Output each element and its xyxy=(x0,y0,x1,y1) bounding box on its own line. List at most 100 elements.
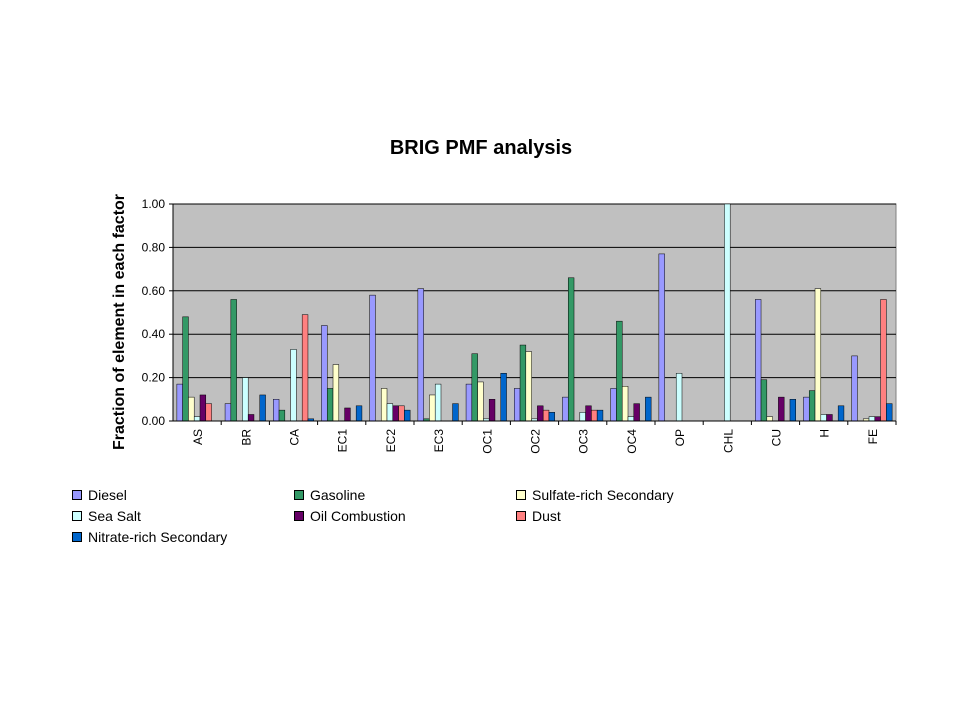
bar-ec1-nitrate-rich-secondary xyxy=(355,405,363,422)
bar-h-gasoline xyxy=(808,390,816,422)
bar-oc2-dust xyxy=(542,409,550,422)
legend-item: Oil Combustion xyxy=(294,507,516,525)
y-axis-label: Fraction of element in each factor xyxy=(111,194,128,450)
legend-swatch xyxy=(516,490,526,500)
bar-ec1-sulfate-rich-secondary xyxy=(332,364,340,422)
bar-as-sea-salt xyxy=(193,416,201,422)
legend-swatch xyxy=(72,511,82,521)
legend-label: Diesel xyxy=(88,487,127,503)
x-tick-label: OP xyxy=(673,429,687,446)
legend-label: Gasoline xyxy=(310,487,366,503)
bar-ec3-sea-salt xyxy=(434,383,442,422)
legend-item: Diesel xyxy=(72,486,294,504)
bar-op-sea-salt xyxy=(675,373,683,422)
bar-fe-sea-salt xyxy=(868,416,876,422)
bar-cu-gasoline xyxy=(760,379,768,422)
bar-oc2-nitrate-rich-secondary xyxy=(548,412,555,422)
y-tick-label: 0.20 xyxy=(142,371,166,385)
bar-ca-gasoline xyxy=(278,409,286,422)
bar-op-diesel xyxy=(658,253,665,422)
x-tick-label: BR xyxy=(239,429,253,446)
bar-br-gasoline xyxy=(230,299,237,422)
bar-oc4-nitrate-rich-secondary xyxy=(645,396,652,422)
bar-ec2-dust xyxy=(398,405,405,422)
bar-br-sea-salt xyxy=(242,377,249,422)
bar-oc2-diesel xyxy=(514,388,521,422)
bar-oc3-nitrate-rich-secondary xyxy=(596,409,604,422)
bar-ec3-diesel xyxy=(417,288,424,422)
y-tick-label: 0.00 xyxy=(142,414,166,428)
bar-h-sulfate-rich-secondary xyxy=(814,288,822,422)
bar-fe-diesel xyxy=(851,355,858,422)
bar-as-gasoline xyxy=(182,316,189,422)
bar-ca-dust xyxy=(301,314,309,422)
bar-as-oil-combustion xyxy=(199,394,207,422)
bar-ec1-diesel xyxy=(321,325,328,422)
x-tick-label: EC1 xyxy=(336,429,350,453)
legend-label: Dust xyxy=(532,508,561,524)
bar-h-diesel xyxy=(803,396,810,422)
bar-oc1-sulfate-rich-secondary xyxy=(477,381,484,422)
bar-oc3-dust xyxy=(591,409,598,422)
bar-oc1-diesel xyxy=(465,383,473,422)
bars xyxy=(176,203,893,422)
bar-oc2-sulfate-rich-secondary xyxy=(525,351,532,422)
bar-as-diesel xyxy=(176,383,183,422)
bar-cu-nitrate-rich-secondary xyxy=(789,399,796,422)
x-tick-label: OC2 xyxy=(529,429,543,454)
bar-br-oil-combustion xyxy=(247,414,255,422)
bar-ec2-sea-salt xyxy=(386,403,394,422)
plot-area xyxy=(172,203,897,422)
bar-ec3-sulfate-rich-secondary xyxy=(429,394,436,422)
bar-oc4-diesel xyxy=(610,388,617,422)
chart-title: BRIG PMF analysis xyxy=(390,137,572,159)
x-tick-label: OC3 xyxy=(577,429,591,454)
y-tick-label: 0.60 xyxy=(142,284,166,298)
bar-ec2-sulfate-rich-secondary xyxy=(380,388,388,422)
bar-as-dust xyxy=(205,403,212,422)
bar-ec2-diesel xyxy=(369,294,376,422)
axes xyxy=(169,203,897,425)
bar-ca-sea-salt xyxy=(290,349,297,422)
x-tick-label: OC1 xyxy=(480,429,494,454)
bar-oc2-gasoline xyxy=(519,344,527,422)
bar-cu-oil-combustion xyxy=(778,396,785,422)
x-tick-label: FE xyxy=(866,429,880,444)
bar-h-oil-combustion xyxy=(826,414,833,422)
y-tick-label: 0.80 xyxy=(142,240,166,254)
legend-item: Dust xyxy=(516,507,738,525)
bar-cu-diesel xyxy=(755,299,762,422)
legend-label: Sea Salt xyxy=(88,508,141,524)
legend-swatch xyxy=(294,490,304,500)
bar-br-diesel xyxy=(224,403,232,422)
bar-ec2-nitrate-rich-secondary xyxy=(404,409,411,422)
x-tick-label: CA xyxy=(288,429,302,446)
bar-oc4-sea-salt xyxy=(627,416,635,422)
bar-chl-sea-salt xyxy=(724,203,731,422)
bar-oc3-gasoline xyxy=(567,277,575,422)
legend-swatch xyxy=(294,511,304,521)
legend-label: Oil Combustion xyxy=(310,508,406,524)
bar-fe-nitrate-rich-secondary xyxy=(886,403,893,422)
x-tick-label: EC3 xyxy=(432,429,446,453)
bar-fe-dust xyxy=(880,299,887,422)
legend-label: Sulfate-rich Secondary xyxy=(532,487,674,503)
bar-br-nitrate-rich-secondary xyxy=(259,394,266,422)
x-tick-label: OC4 xyxy=(625,429,639,454)
legend-item: Nitrate-rich Secondary xyxy=(72,528,294,546)
bar-oc2-oil-combustion xyxy=(537,405,544,422)
bar-oc3-oil-combustion xyxy=(585,405,592,422)
y-tick-label: 1.00 xyxy=(142,197,166,211)
x-tick-label: AS xyxy=(191,429,205,445)
y-tick-label: 0.40 xyxy=(142,327,166,341)
legend-label: Nitrate-rich Secondary xyxy=(88,529,228,545)
x-tick-label: EC2 xyxy=(384,429,398,453)
bar-ca-diesel xyxy=(273,399,280,422)
bar-oc3-sea-salt xyxy=(579,412,586,422)
bar-ec1-gasoline xyxy=(326,388,334,422)
bar-oc1-nitrate-rich-secondary xyxy=(500,373,507,422)
legend-item: Sulfate-rich Secondary xyxy=(516,486,738,504)
legend-item: Sea Salt xyxy=(72,507,294,525)
bar-ec2-oil-combustion xyxy=(392,405,399,422)
